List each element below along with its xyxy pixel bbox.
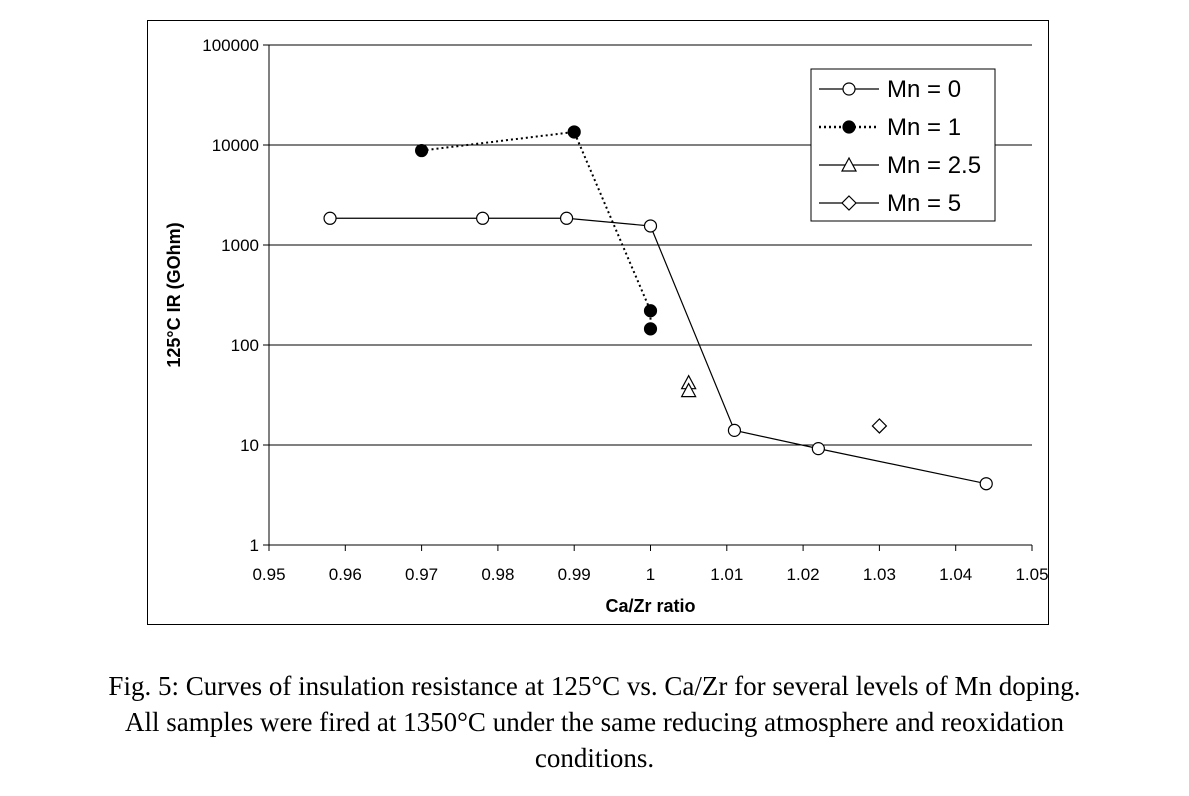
- x-tick-label: 0.95: [252, 565, 285, 584]
- y-tick-label: 10: [240, 436, 259, 455]
- y-tick-label: 10000: [212, 136, 259, 155]
- data-point: [476, 211, 490, 225]
- series-mn-5: [871, 418, 888, 434]
- figure-caption: Fig. 5: Curves of insulation resistance …: [0, 668, 1189, 776]
- legend-item-mn-1: Mn = 1: [819, 114, 961, 141]
- data-point: [643, 322, 658, 336]
- data-point: [727, 423, 742, 437]
- caption-line-3: conditions.: [534, 743, 655, 773]
- legend: Mn = 0 Mn = 1 Mn = 2.5 Mn = 5: [810, 68, 996, 222]
- data-point: [415, 143, 429, 158]
- data-point: [643, 219, 658, 233]
- legend-label: Mn = 1: [887, 114, 961, 141]
- data-point: [567, 125, 581, 139]
- legend-label: Mn = 2.5: [887, 152, 981, 179]
- series-line: [421, 130, 652, 329]
- x-axis-title: Ca/Zr ratio: [605, 596, 695, 616]
- legend-marker: [840, 156, 858, 172]
- legend-item-mn-5: Mn = 5: [819, 190, 961, 217]
- data-point: [680, 382, 697, 398]
- legend-label: Mn = 5: [887, 190, 961, 217]
- series-mn-1: [415, 125, 658, 336]
- y-tick-label: 1: [250, 536, 259, 555]
- caption-line-2: All samples were fired at 1350°C under t…: [124, 707, 1064, 737]
- data-point: [643, 304, 658, 318]
- chart-frame: 1 10 100 1000 10000 100000 0.95 0.96 0.97 0.98 0.9…: [147, 20, 1049, 625]
- legend-label: Mn = 0: [887, 76, 961, 103]
- series-mn-0: [323, 211, 993, 491]
- x-tick-label: 0.97: [405, 565, 438, 584]
- x-tick-label: 1.02: [787, 565, 820, 584]
- series-mn-2-5: [680, 374, 697, 398]
- y-axis-title: 125°C IR (GOhm): [164, 222, 184, 367]
- x-tick-label: 1.04: [939, 565, 972, 584]
- y-tick-label: 100000: [202, 36, 259, 55]
- legend-marker: [842, 120, 856, 134]
- legend-marker: [841, 195, 857, 211]
- caption-line-1: Fig. 5: Curves of insulation resistance …: [108, 671, 1081, 701]
- legend-item-mn-0: Mn = 0: [819, 76, 961, 103]
- legend-box: [810, 68, 996, 222]
- data-point: [323, 211, 337, 225]
- series-line: [330, 217, 987, 485]
- x-tick-label: 1.01: [710, 565, 743, 584]
- data-point: [871, 418, 888, 434]
- x-tick-label: 0.96: [329, 565, 362, 584]
- x-tick-label: 0.99: [558, 565, 591, 584]
- legend-item-mn-2-5: Mn = 2.5: [819, 152, 981, 179]
- data-point: [559, 211, 574, 225]
- legend-marker: [842, 82, 856, 96]
- y-tick-label: 100: [231, 336, 259, 355]
- x-tick-label: 0.98: [481, 565, 514, 584]
- y-tick-label: 1000: [221, 236, 259, 255]
- x-tick-label: 1.03: [863, 565, 896, 584]
- data-point: [979, 477, 993, 491]
- x-tick-label: 1.05: [1015, 565, 1048, 584]
- x-tick-label: 1: [646, 565, 655, 584]
- chart-plot: 1 10 100 1000 10000 100000 0.95 0.96 0.97 0.98 0.9…: [164, 36, 1049, 616]
- data-point: [811, 442, 825, 456]
